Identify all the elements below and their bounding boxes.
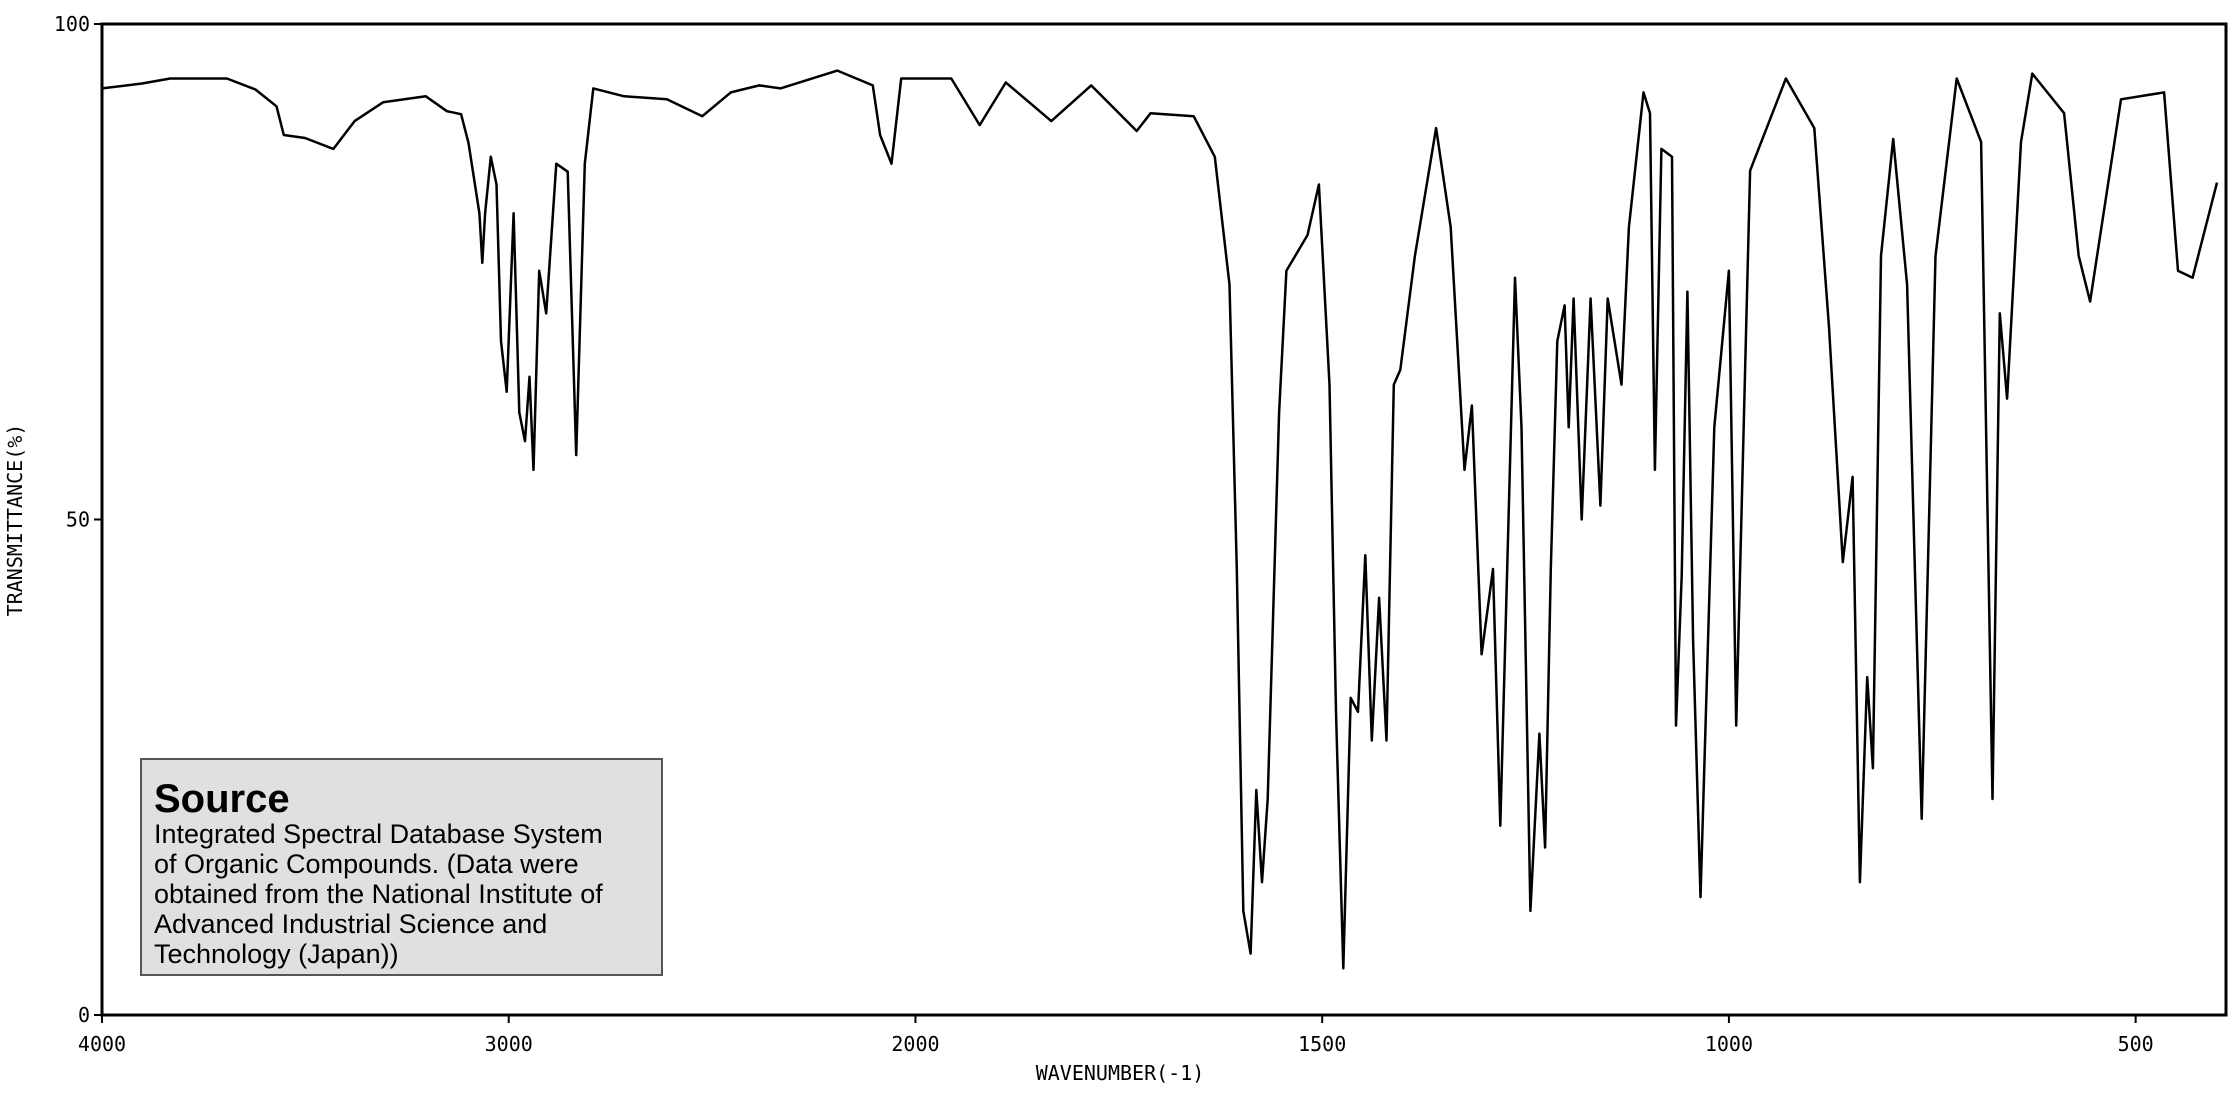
x-tick-label: 2000 — [891, 1032, 939, 1056]
y-tick-label: 100 — [54, 12, 90, 36]
source-title: Source — [154, 777, 290, 821]
source-line: Integrated Spectral Database System — [154, 819, 603, 849]
x-axis-label: WAVENUMBER(-1) — [1036, 1061, 1205, 1085]
source-box-bg — [140, 758, 663, 976]
x-tick-label: 500 — [2118, 1032, 2154, 1056]
spectrum-line — [101, 69, 2219, 970]
y-tick-label: 50 — [66, 508, 90, 532]
source-line: Advanced Industrial Science and — [154, 909, 547, 939]
source-line: of Organic Compounds. (Data were — [154, 849, 579, 879]
x-tick-label: 1500 — [1298, 1032, 1346, 1056]
y-axis-label: TRANSMITTANCE(%) — [3, 424, 27, 617]
y-tick-label: 0 — [78, 1003, 90, 1027]
source-box: Source Integrated Spectral Database Syst… — [140, 758, 663, 976]
source-line: obtained from the National Institute of — [154, 879, 603, 909]
x-tick-label: 1000 — [1705, 1032, 1753, 1056]
x-tick-label: 4000 — [78, 1032, 126, 1056]
source-line: Technology (Japan)) — [154, 939, 399, 969]
x-tick-label: 3000 — [485, 1032, 533, 1056]
